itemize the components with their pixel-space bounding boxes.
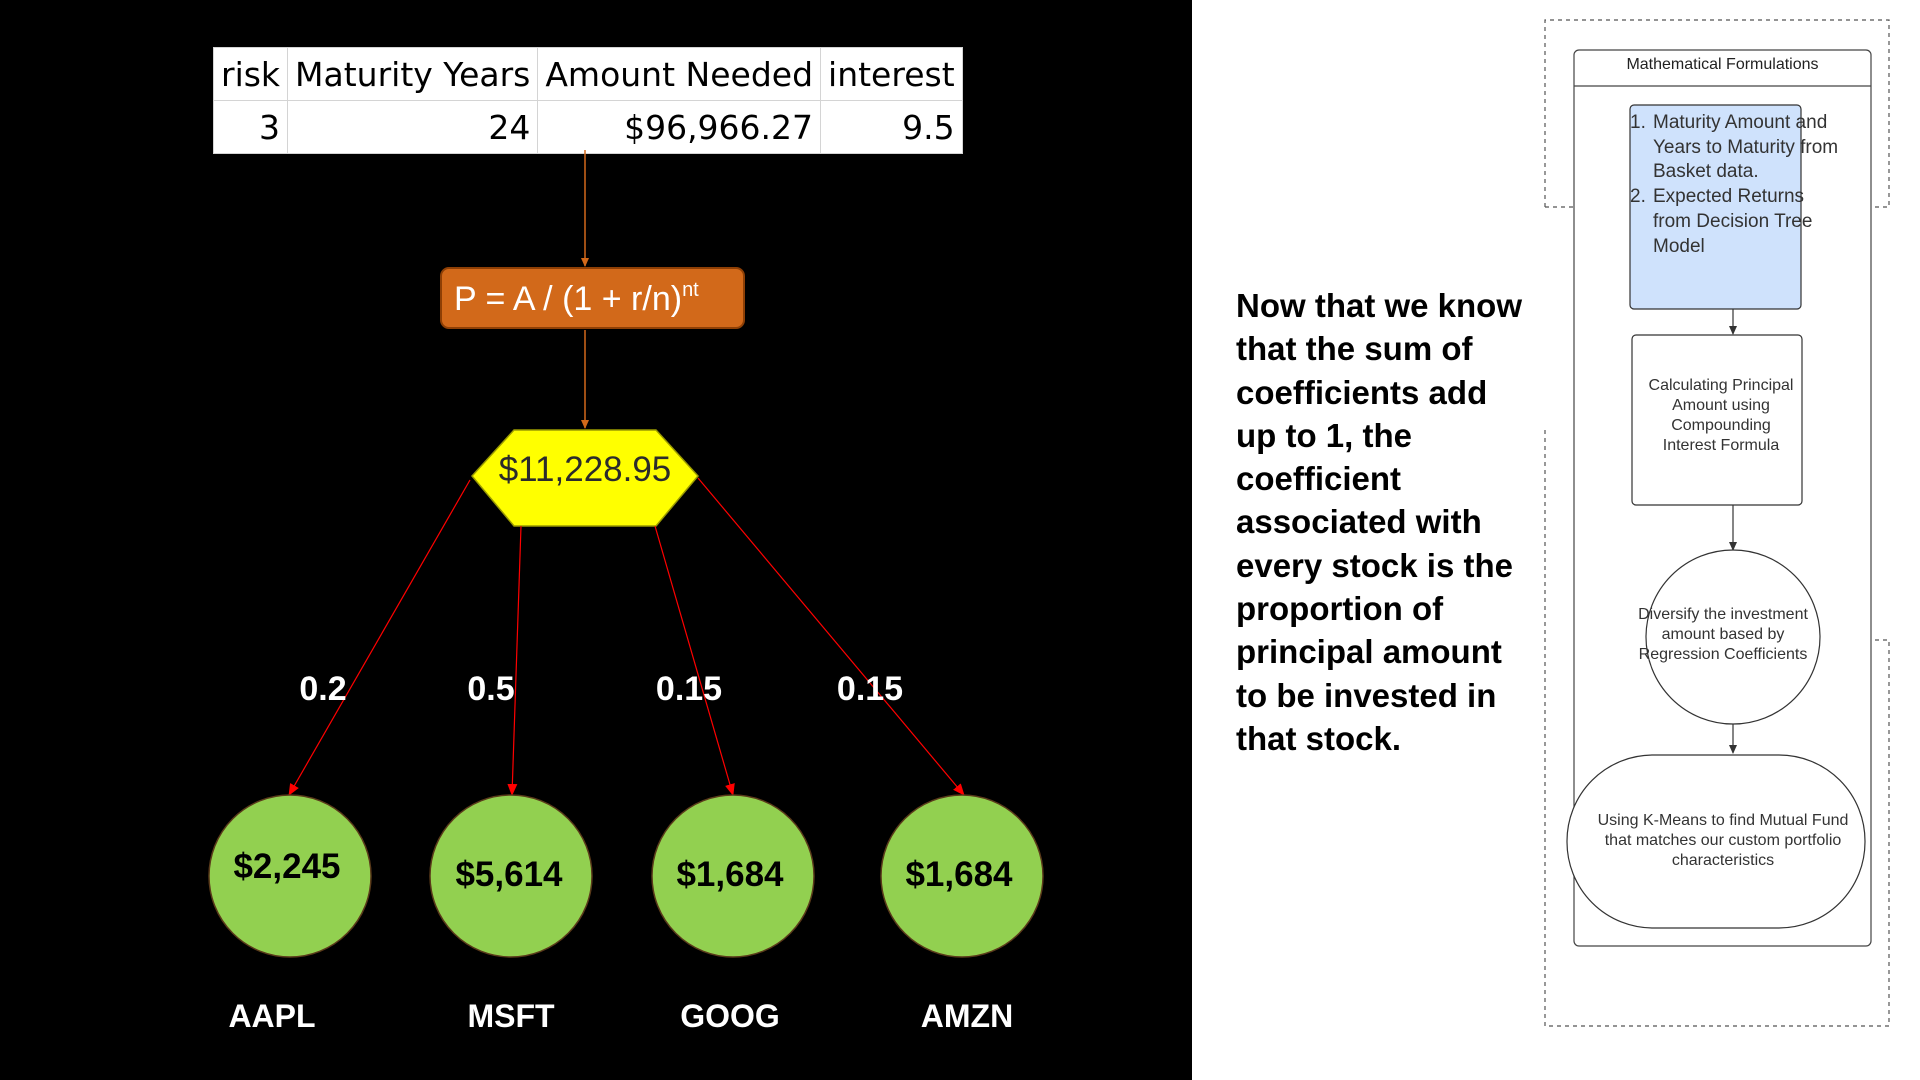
- amount-goog: $1,684: [676, 855, 784, 894]
- compound-interest-formula: P = A / (1 + r/n)nt: [440, 267, 745, 329]
- stock-circle-goog: [651, 794, 815, 958]
- coefficient-aapl: 0.2: [299, 670, 347, 708]
- step1-item-1-text: Maturity Amount and Years to Maturity fr…: [1653, 112, 1839, 183]
- input-data-table: risk Maturity Years Amount Needed intere…: [212, 47, 963, 154]
- ticker-msft: MSFT: [467, 998, 555, 1034]
- ticker-goog: GOOG: [680, 998, 780, 1034]
- arrow-to-aapl: [288, 479, 471, 796]
- stock-circle-aapl: [208, 794, 372, 958]
- arrow-to-goog: [654, 525, 735, 796]
- header-maturity-years: Maturity Years: [287, 47, 539, 101]
- cell-amount-needed: $96,966.27: [537, 100, 822, 154]
- step4-text: Using K-Means to find Mutual Fund that m…: [1597, 812, 1849, 869]
- flowchart: [1544, 19, 1890, 1027]
- loop-connector-left: [1544, 19, 1890, 211]
- ticker-aapl: AAPL: [228, 998, 316, 1034]
- formula-exponent: nt: [682, 279, 699, 301]
- allocation-diagram: [208, 150, 1044, 958]
- header-interest: interest: [820, 47, 963, 101]
- amount-msft: $5,614: [455, 855, 563, 894]
- step2-text: Calculating Principal Amount using Compo…: [1648, 377, 1794, 454]
- arrow-to-msft: [507, 525, 522, 796]
- step1-box: [1629, 104, 1802, 310]
- principal-hexagon: [471, 429, 699, 527]
- step3-text: Diversify the investment amount based by…: [1638, 606, 1808, 663]
- stock-circle-msft: [429, 794, 593, 958]
- ticker-amzn: AMZN: [920, 998, 1014, 1034]
- table-row: 3 24 $96,966.27 9.5: [212, 100, 963, 154]
- amount-amzn: $1,684: [905, 855, 1013, 894]
- step4-box: [1566, 754, 1866, 929]
- step1-item-1-number: 1.: [1630, 112, 1646, 133]
- loop-connector-bottom: [1544, 430, 1890, 1027]
- step1-list: 1. Maturity Amount and Years to Maturity …: [1630, 111, 1840, 259]
- step1-item-1: 1. Maturity Amount and Years to Maturity …: [1630, 111, 1840, 185]
- formula-text: P = A / (1 + r/n): [454, 280, 683, 318]
- amount-aapl: $2,245: [233, 847, 341, 886]
- coefficient-msft: 0.5: [467, 670, 515, 708]
- step2-box: [1631, 334, 1803, 506]
- cell-maturity-years: 24: [287, 100, 539, 154]
- step1-item-2: 2. Expected Returns from Decision Tree Mo…: [1630, 185, 1840, 259]
- step1-item-2-text: Expected Returns from Decision Tree Mode…: [1653, 186, 1813, 257]
- coefficient-goog: 0.15: [655, 670, 723, 708]
- principal-amount: $11,228.95: [498, 450, 672, 489]
- coefficient-amzn: 0.15: [836, 670, 904, 708]
- step1-item-2-number: 2.: [1630, 186, 1646, 208]
- explanation-text: Now that we know that the sum of coeffic…: [1236, 287, 1523, 757]
- cell-interest: 9.5: [820, 100, 963, 154]
- flowchart-title: Mathematical Formulations: [1626, 56, 1819, 73]
- table-header-row: risk Maturity Years Amount Needed intere…: [212, 47, 963, 101]
- stock-circle-amzn: [880, 794, 1044, 958]
- arrow-to-amzn: [697, 477, 965, 796]
- header-risk: risk: [212, 47, 289, 101]
